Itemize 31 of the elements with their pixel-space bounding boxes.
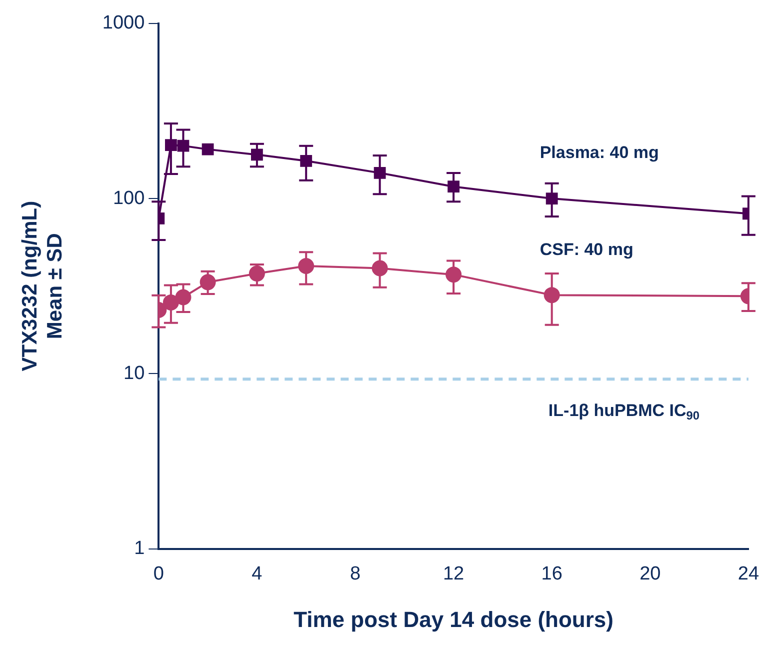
y-axis-title: VTX3232 (ng/mL) Mean ± SD — [18, 200, 67, 372]
point — [546, 192, 558, 204]
point — [202, 143, 214, 156]
point — [374, 166, 386, 179]
point — [165, 139, 177, 152]
point — [200, 274, 216, 290]
point — [175, 289, 192, 306]
x-tick-label: 8 — [350, 563, 361, 584]
x-tick-label: 12 — [442, 563, 464, 584]
point — [248, 266, 265, 282]
x-tick-label: 16 — [541, 563, 562, 584]
point — [251, 148, 263, 161]
series-label: CSF: 40 mg — [540, 240, 634, 259]
y-tick-label: 1000 — [102, 12, 145, 34]
y-tick-label: 1 — [134, 538, 145, 560]
x-tick-label: 24 — [738, 563, 760, 584]
point — [372, 260, 388, 276]
x-axis-title: Time post Day 14 dose (hours) — [294, 606, 614, 632]
point — [298, 258, 314, 274]
point — [300, 154, 312, 167]
point — [544, 287, 560, 304]
series-label: Plasma: 40 mg — [540, 143, 659, 162]
point — [446, 266, 462, 283]
y-tick-label: 10 — [124, 362, 145, 384]
point — [162, 294, 179, 310]
x-tick-label: 20 — [640, 563, 661, 584]
point — [448, 180, 460, 193]
x-tick-label: 4 — [252, 563, 263, 584]
x-tick-label: 0 — [153, 563, 164, 584]
y-tick-label: 100 — [112, 188, 145, 209]
point — [177, 140, 190, 152]
